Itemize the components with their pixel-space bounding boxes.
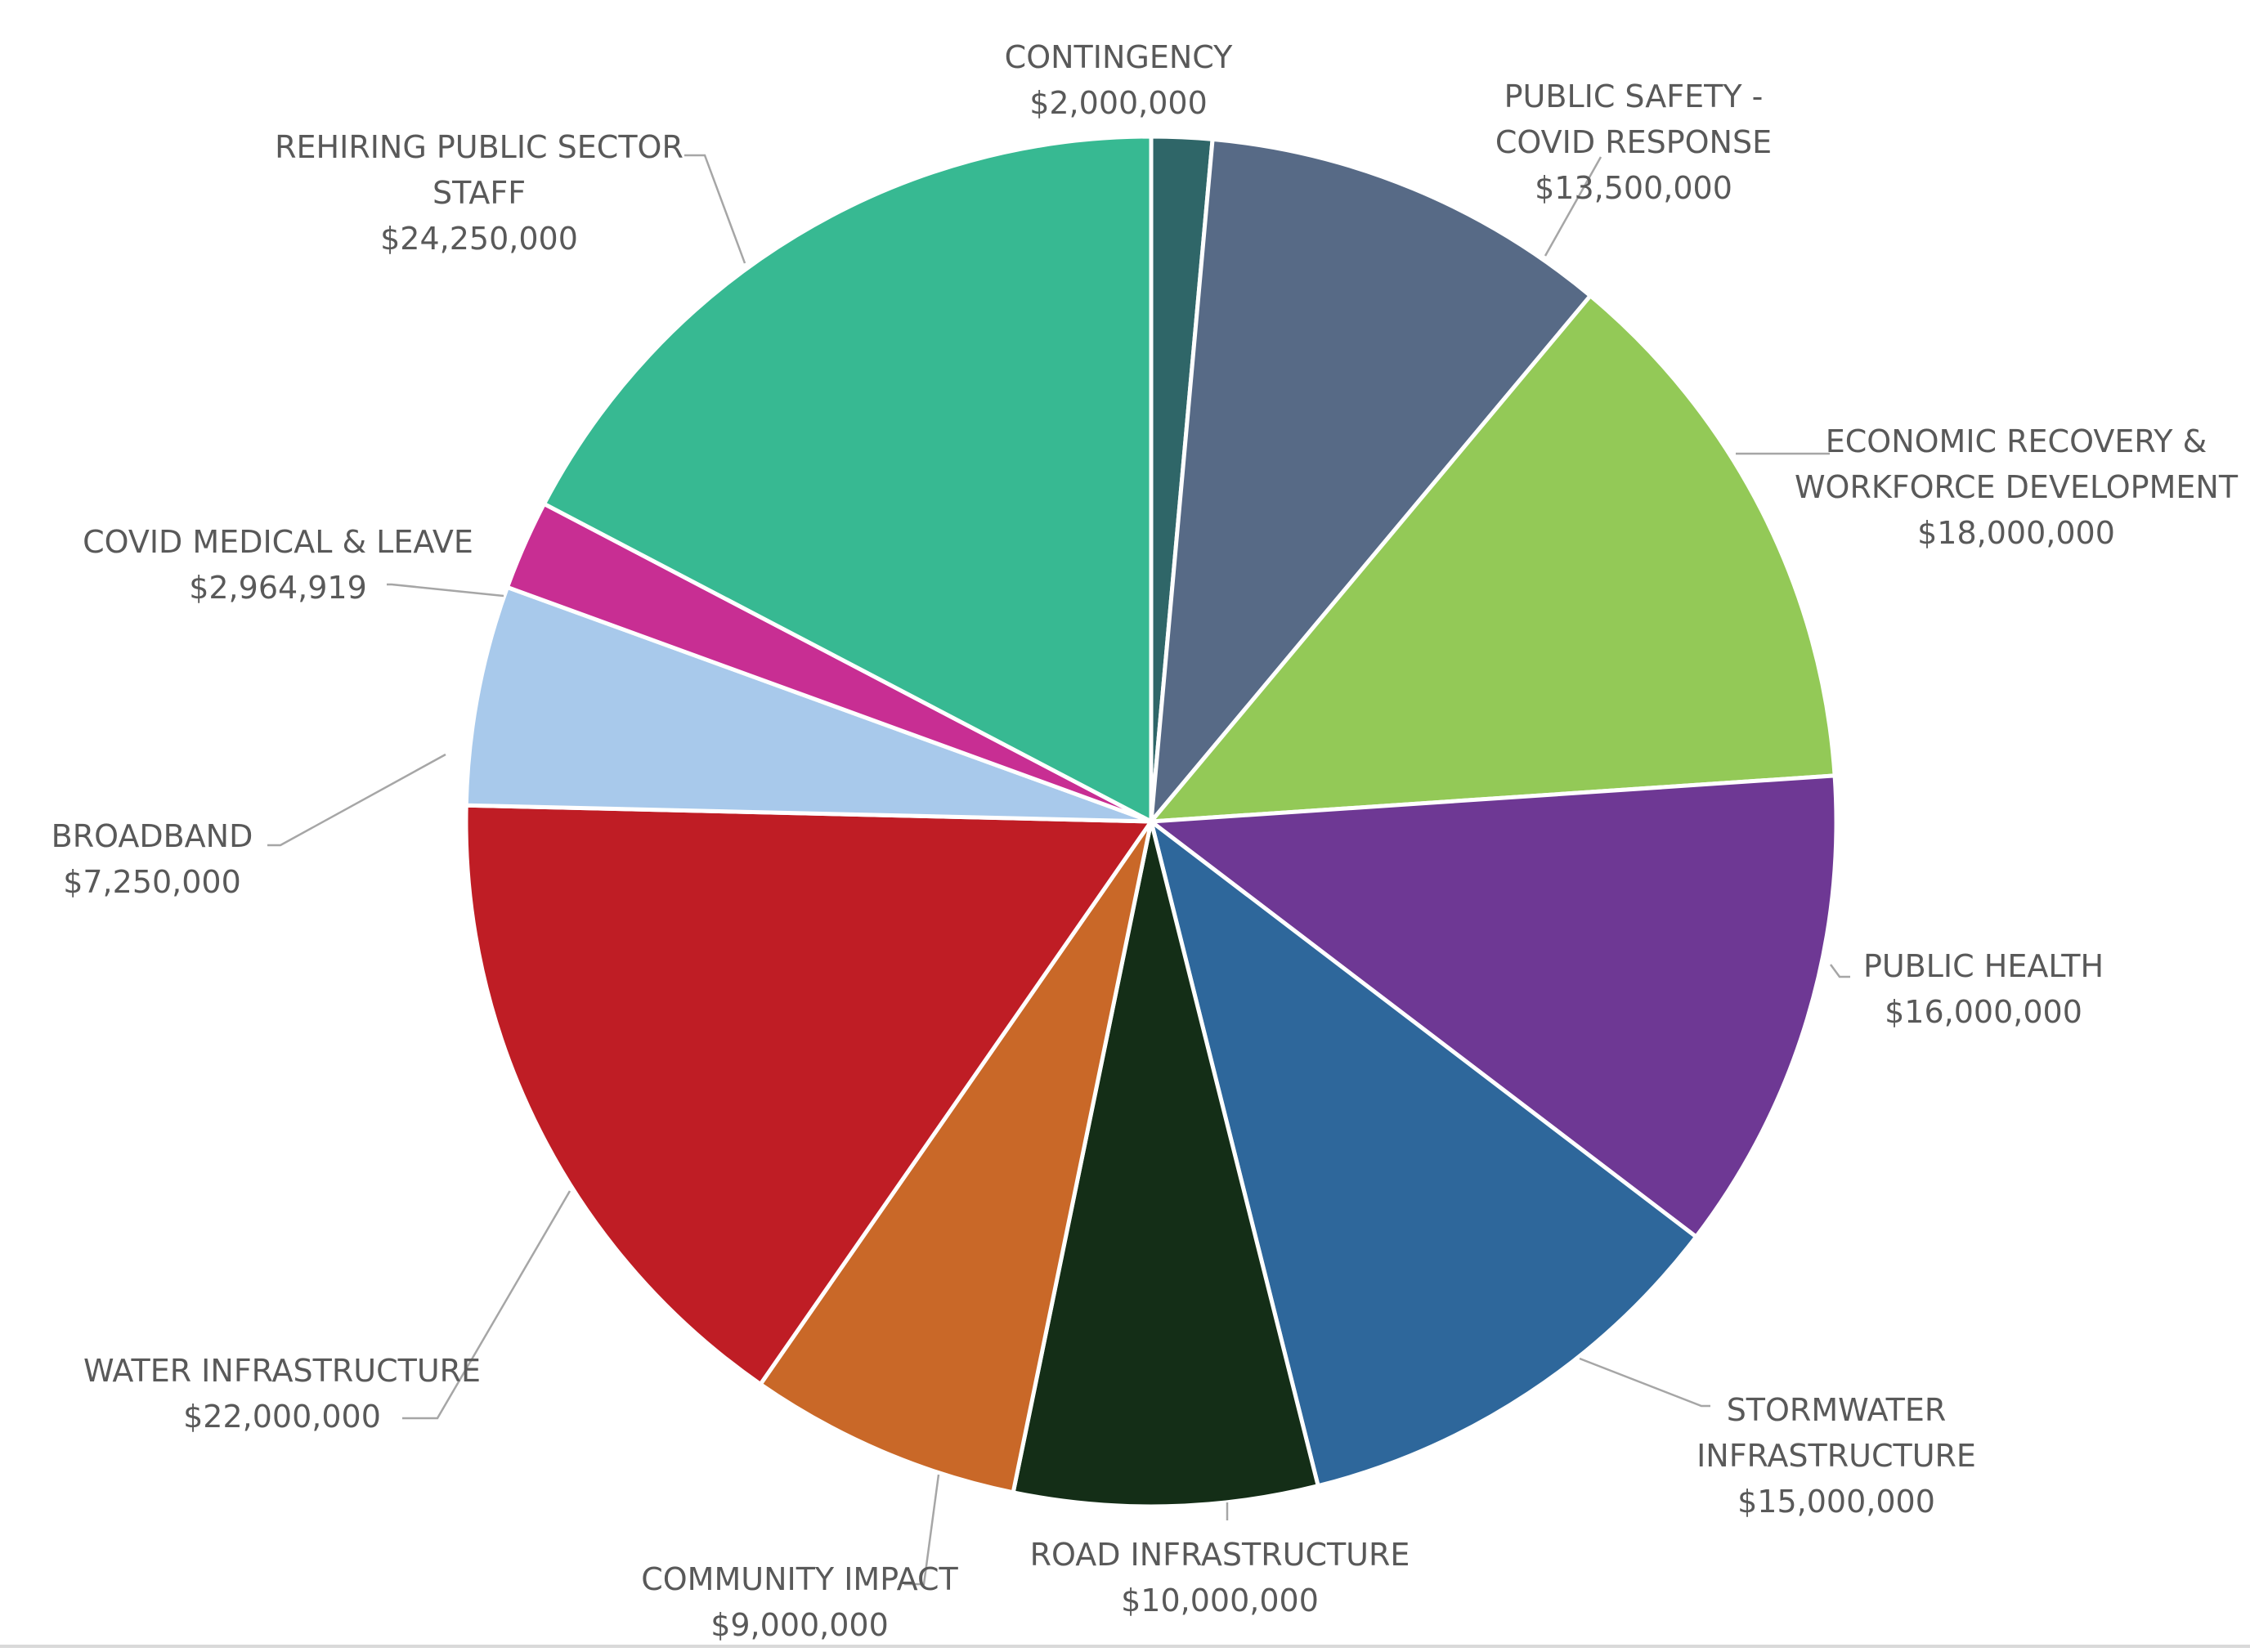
- slice-road-infrastructure: [1011, 819, 1320, 1509]
- data-label-name: STAFF: [433, 175, 526, 211]
- data-label-value: $9,000,000: [710, 1607, 889, 1643]
- leader-line-public-safety-covid-response: [1544, 156, 1602, 257]
- slice-economic-recovery-and-workforce-development: [1149, 293, 1837, 824]
- slice-water-infrastructure: [464, 803, 1154, 1386]
- data-label-value: $2,000,000: [1029, 85, 1208, 121]
- data-label-stormwater-infrastructure: STORMWATER INFRASTRUCTURE $15,000,000: [1696, 1392, 1976, 1520]
- data-label-value: $15,000,000: [1737, 1484, 1935, 1520]
- data-label-name: ECONOMIC RECOVERY &: [1826, 423, 2207, 459]
- data-label-name: BROADBAND: [52, 818, 253, 854]
- leader-line-community-impact: [904, 1474, 940, 1586]
- data-label-name: INFRASTRUCTURE: [1696, 1438, 1976, 1474]
- leader-line-water-infrastructure: [402, 1190, 571, 1420]
- data-label-name: WORKFORCE DEVELOPMENT: [1795, 469, 2239, 505]
- data-label-name: COVID MEDICAL & LEAVE: [83, 524, 473, 560]
- data-label-contingency: CONTINGENCY $2,000,000: [1005, 39, 1233, 121]
- leader-line-public-health: [1829, 964, 1850, 978]
- data-label-road-infrastructure: ROAD INFRASTRUCTURE $10,000,000: [1030, 1537, 1410, 1618]
- leader-lines: [267, 154, 1850, 1586]
- leader-line-broadband: [267, 753, 446, 847]
- data-label-value: $22,000,000: [183, 1399, 381, 1435]
- data-label-economic-recovery-and-workforce-development: ECONOMIC RECOVERY & WORKFORCE DEVELOPMENT…: [1795, 423, 2239, 551]
- slice-community-impact: [758, 819, 1154, 1495]
- slice-public-health: [1149, 773, 1839, 1239]
- data-label-covid-medical-and-leave: COVID MEDICAL & LEAVE $2,964,919: [83, 524, 473, 606]
- bottom-divider: [0, 1645, 2250, 1648]
- data-label-value: $18,000,000: [1917, 515, 2115, 551]
- data-label-broadband: BROADBAND $7,250,000: [52, 818, 253, 900]
- leader-line-rehiring-public-sector-staff: [684, 154, 746, 264]
- data-label-rehiring-public-sector-staff: REHIRING PUBLIC SECTOR STAFF $24,250,000: [275, 129, 684, 257]
- data-label-public-safety-covid-response: PUBLIC SAFETY - COVID RESPONSE $13,500,000: [1495, 78, 1772, 206]
- data-label-water-infrastructure: WATER INFRASTRUCTURE $22,000,000: [83, 1353, 481, 1435]
- data-label-value: $24,250,000: [380, 221, 578, 257]
- data-label-name: CONTINGENCY: [1005, 39, 1233, 75]
- data-label-name: PUBLIC HEALTH: [1863, 948, 2104, 984]
- pie-slices: [464, 134, 1839, 1509]
- data-label-name: COVID RESPONSE: [1495, 124, 1772, 160]
- data-label-name: STORMWATER: [1727, 1392, 1947, 1428]
- data-label-name: PUBLIC SAFETY -: [1504, 78, 1764, 114]
- data-label-name: ROAD INFRASTRUCTURE: [1030, 1537, 1410, 1573]
- data-label-name: REHIRING PUBLIC SECTOR: [275, 129, 684, 165]
- data-label-public-health: PUBLIC HEALTH $16,000,000: [1863, 948, 2104, 1030]
- leader-line-covid-medical-and-leave: [387, 583, 504, 598]
- data-label-name: WATER INFRASTRUCTURE: [83, 1353, 481, 1389]
- data-label-community-impact: COMMUNITY IMPACT $9,000,000: [641, 1561, 958, 1643]
- data-label-value: $7,250,000: [63, 864, 241, 900]
- slice-broadband: [464, 584, 1154, 824]
- data-label-value: $10,000,000: [1121, 1583, 1319, 1618]
- data-label-value: $2,964,919: [189, 570, 367, 606]
- data-label-value: $16,000,000: [1885, 994, 2082, 1030]
- slice-public-safety-covid-response: [1149, 137, 1593, 824]
- data-labels: CONTINGENCY $2,000,000 PUBLIC SAFETY - COVI…: [52, 39, 2239, 1643]
- slice-rehiring-public-sector-staff: [542, 134, 1154, 824]
- leader-line-stormwater-infrastructure: [1579, 1357, 1710, 1408]
- slice-stormwater-infrastructure: [1149, 819, 1698, 1489]
- data-label-value: $13,500,000: [1535, 170, 1732, 206]
- data-label-name: COMMUNITY IMPACT: [641, 1561, 958, 1597]
